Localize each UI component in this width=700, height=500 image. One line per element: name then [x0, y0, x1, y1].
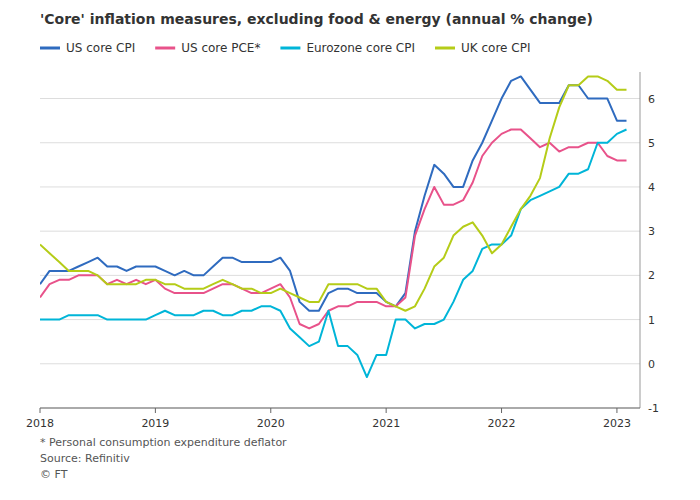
- legend-swatch: [40, 47, 60, 50]
- grid: [40, 99, 640, 408]
- grid-line: [40, 275, 640, 276]
- legend: US core CPI US core PCE* Eurozone core CPI…: [40, 41, 530, 55]
- x-tick-label: 2021: [372, 417, 400, 430]
- grid-line: [40, 98, 640, 99]
- x-tick: [501, 408, 502, 413]
- chart: 'Core' inflation measures, excluding foo…: [0, 0, 700, 500]
- x-tick-label: 2020: [257, 417, 285, 430]
- x-tick: [155, 408, 156, 413]
- y-tick-label: 6: [648, 93, 655, 106]
- grid-line: [40, 186, 640, 187]
- title: 'Core' inflation measures, excluding foo…: [40, 11, 593, 27]
- legend-label: Eurozone core CPI: [306, 41, 415, 55]
- x-tick-label: 2018: [26, 417, 54, 430]
- y-tick-label: 4: [648, 181, 655, 194]
- x-tick: [616, 408, 617, 413]
- footnote: * Personal consumption expenditure defla…: [40, 436, 287, 449]
- footnote: © FT: [40, 468, 68, 481]
- footnote: Source: Refinitiv: [40, 452, 130, 465]
- grid-line: [40, 408, 640, 409]
- series-line: [40, 129, 627, 328]
- grid-line: [40, 363, 640, 364]
- legend-label: US core CPI: [66, 41, 135, 55]
- x-tick: [270, 408, 271, 413]
- y-tick-label: 1: [648, 314, 655, 327]
- x-tick: [386, 408, 387, 413]
- legend-label: UK core CPI: [461, 41, 530, 55]
- legend-label: US core PCE*: [181, 41, 260, 55]
- y-tick-label: 3: [648, 225, 655, 238]
- y-tick-label: 0: [648, 358, 655, 371]
- y-tick-label: -1: [648, 402, 659, 415]
- x-tick-label: 2023: [603, 417, 631, 430]
- x-tick: [40, 408, 41, 413]
- x-tick-label: 2019: [141, 417, 169, 430]
- lines: [40, 76, 627, 377]
- legend-swatch: [280, 47, 300, 50]
- y-axis-line: [640, 72, 641, 408]
- series-line: [40, 76, 627, 310]
- series-line: [40, 76, 627, 310]
- x-axis-line: [40, 408, 640, 409]
- grid-line: [40, 231, 640, 232]
- series-line: [40, 129, 627, 377]
- y-tick-label: 5: [648, 137, 655, 150]
- legend-swatch: [435, 47, 455, 50]
- legend-swatch: [155, 47, 175, 50]
- x-tick-label: 2022: [488, 417, 516, 430]
- y-tick-label: 2: [648, 269, 655, 282]
